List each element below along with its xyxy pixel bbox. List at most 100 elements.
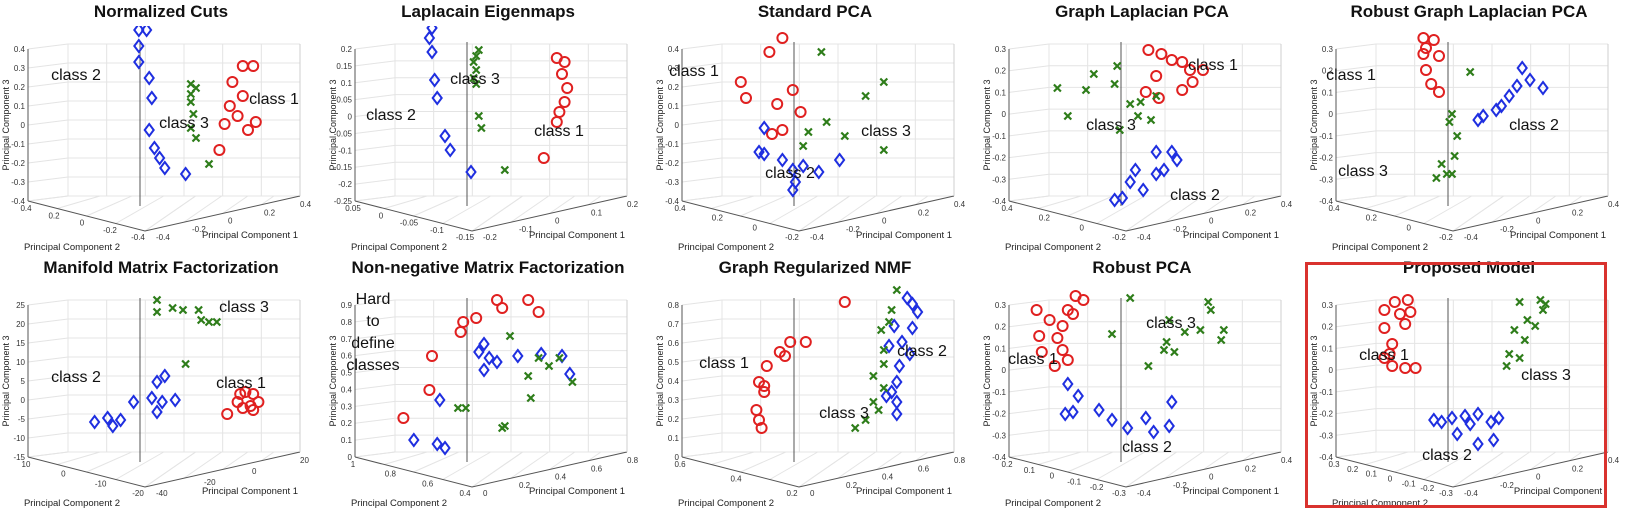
- x-axis-label: Principal Component 2: [24, 242, 120, 253]
- data-point-cross: [204, 159, 214, 169]
- z-tick-label: 0: [675, 453, 680, 462]
- data-point-circle: [1142, 44, 1155, 56]
- data-point-cross: [1538, 305, 1548, 315]
- data-point-cross: [884, 317, 894, 327]
- x-tick-label: -0.1: [1402, 479, 1416, 488]
- data-point-diamond: [1171, 152, 1183, 168]
- data-point-circle: [1378, 322, 1391, 334]
- class-annotation: class 1: [1359, 347, 1409, 364]
- axes-box: [354, 298, 628, 488]
- z-axis-label: Principal Component 1: [1183, 230, 1279, 241]
- scatter-3d-plot: 25 20 15 10 5 0 -5 -10 -15 Principal Component 3 1…: [1, 295, 309, 509]
- depth-tick-label: 0: [1536, 217, 1541, 226]
- z-tick-label: -0.1: [992, 132, 1006, 141]
- data-point-diamond: [151, 404, 163, 420]
- x-axis-label: Principal Component 2: [1005, 242, 1101, 253]
- data-point-circle: [766, 128, 778, 140]
- z-tick-label: 0: [675, 121, 680, 130]
- class-annotation: class 1: [1326, 67, 1376, 84]
- data-point-diamond: [813, 164, 825, 180]
- data-point-diamond: [906, 296, 919, 312]
- depth-tick-label: 0.2: [1572, 208, 1584, 217]
- z-tick-label: 0.2: [341, 45, 353, 54]
- data-point-diamond: [88, 414, 101, 430]
- x-tick-label: 0.8: [385, 470, 397, 479]
- data-point-circle: [758, 386, 771, 398]
- data-point-cross: [879, 383, 889, 393]
- data-point-cross: [1107, 329, 1117, 339]
- axes-box: [1008, 298, 1282, 488]
- data-point-circle: [758, 380, 771, 392]
- data-point-diamond: [797, 158, 809, 174]
- class-annotation: class 1: [1188, 57, 1238, 74]
- z-tick-label: 0.1: [995, 344, 1007, 353]
- scatter-3d-plot: 0.3 0.2 0.1 0 -0.1 -0.2 -0.3 -0.4 Principal Comp…: [1309, 32, 1620, 253]
- depth-tick-label: -0.4: [156, 233, 170, 242]
- z-axis-label: Principal Component 1: [529, 486, 625, 497]
- z-tick-label: 0.1: [341, 436, 353, 445]
- data-point-cross: [876, 325, 886, 335]
- data-point-cross: [1125, 293, 1135, 303]
- x-tick-label: 0.2: [1039, 214, 1051, 223]
- data-point-cross: [523, 371, 533, 381]
- data-point-diamond: [833, 152, 846, 168]
- axes-box: [681, 42, 955, 232]
- z-tick-label: 0.3: [668, 396, 680, 405]
- z-tick-label: 0: [1329, 366, 1334, 375]
- data-point-diamond: [428, 72, 441, 88]
- axes-box: [27, 42, 301, 232]
- x-axis-label: Principal Component 2: [1332, 498, 1428, 509]
- data-point-diamond: [1537, 80, 1549, 96]
- chart-title: Standard PCA: [757, 2, 873, 21]
- depth-tick-label: 0.1: [591, 208, 603, 217]
- data-point-diamond: [439, 440, 451, 456]
- data-point-circle: [1378, 304, 1391, 316]
- depth-tick-label: 0.4: [1281, 456, 1293, 465]
- data-point-diamond: [439, 128, 451, 144]
- x-tick-label: 0.4: [1001, 204, 1013, 213]
- data-point-diamond: [885, 384, 898, 400]
- x-axis-label: Principal Component 2: [1332, 242, 1428, 253]
- data-point-diamond: [107, 418, 119, 434]
- data-point-cross: [212, 317, 222, 327]
- data-point-diamond: [1129, 162, 1142, 178]
- data-point-cross: [474, 111, 484, 121]
- depth-tick-label: -0.2: [1173, 481, 1187, 490]
- class-annotation: define: [351, 335, 395, 352]
- data-point-circle: [470, 312, 483, 324]
- x-tick-label: 0.05: [345, 204, 361, 213]
- data-point-circle: [753, 414, 765, 426]
- data-point-cross: [568, 377, 577, 387]
- data-point-diamond: [133, 54, 145, 70]
- data-point-cross: [1115, 125, 1125, 135]
- class-annotation: Hard: [356, 291, 391, 308]
- z-tick-label: 0.1: [1322, 344, 1334, 353]
- z-tick-label: 25: [16, 301, 25, 310]
- z-tick-label: 0.1: [1322, 88, 1334, 97]
- z-tick-label: 0.1: [668, 434, 680, 443]
- data-point-cross: [1110, 79, 1119, 89]
- data-point-diamond: [1503, 88, 1515, 104]
- data-point-diamond: [1150, 144, 1162, 160]
- data-point-cross: [1437, 159, 1446, 169]
- class-annotation: class 3: [1338, 163, 1388, 180]
- z-tick-label: -0.2: [1319, 410, 1333, 419]
- data-point-cross: [471, 51, 481, 61]
- data-point-circle: [247, 60, 260, 72]
- y-axis-label: Principal Component 3: [1309, 335, 1319, 426]
- z-tick-label: 0.4: [668, 377, 680, 386]
- data-point-diamond: [478, 336, 490, 352]
- z-tick-label: 0.4: [14, 45, 26, 54]
- depth-tick-label: 0.2: [918, 208, 930, 217]
- data-point-diamond: [146, 90, 158, 106]
- x-tick-label: 0: [1406, 223, 1411, 232]
- x-tick-label: -0.3: [1439, 489, 1453, 498]
- data-point-circle: [1433, 86, 1445, 98]
- depth-tick-label: 20: [300, 456, 309, 465]
- data-point-circle: [242, 124, 254, 136]
- data-point-cross: [471, 65, 481, 75]
- z-tick-label: -0.1: [665, 140, 679, 149]
- scatter-3d-plot: 0.3 0.2 0.1 0 -0.1 -0.2 -0.3 -0.4 Principal Comp…: [982, 42, 1293, 253]
- data-point-diamond: [491, 354, 503, 370]
- data-point-diamond: [787, 182, 799, 198]
